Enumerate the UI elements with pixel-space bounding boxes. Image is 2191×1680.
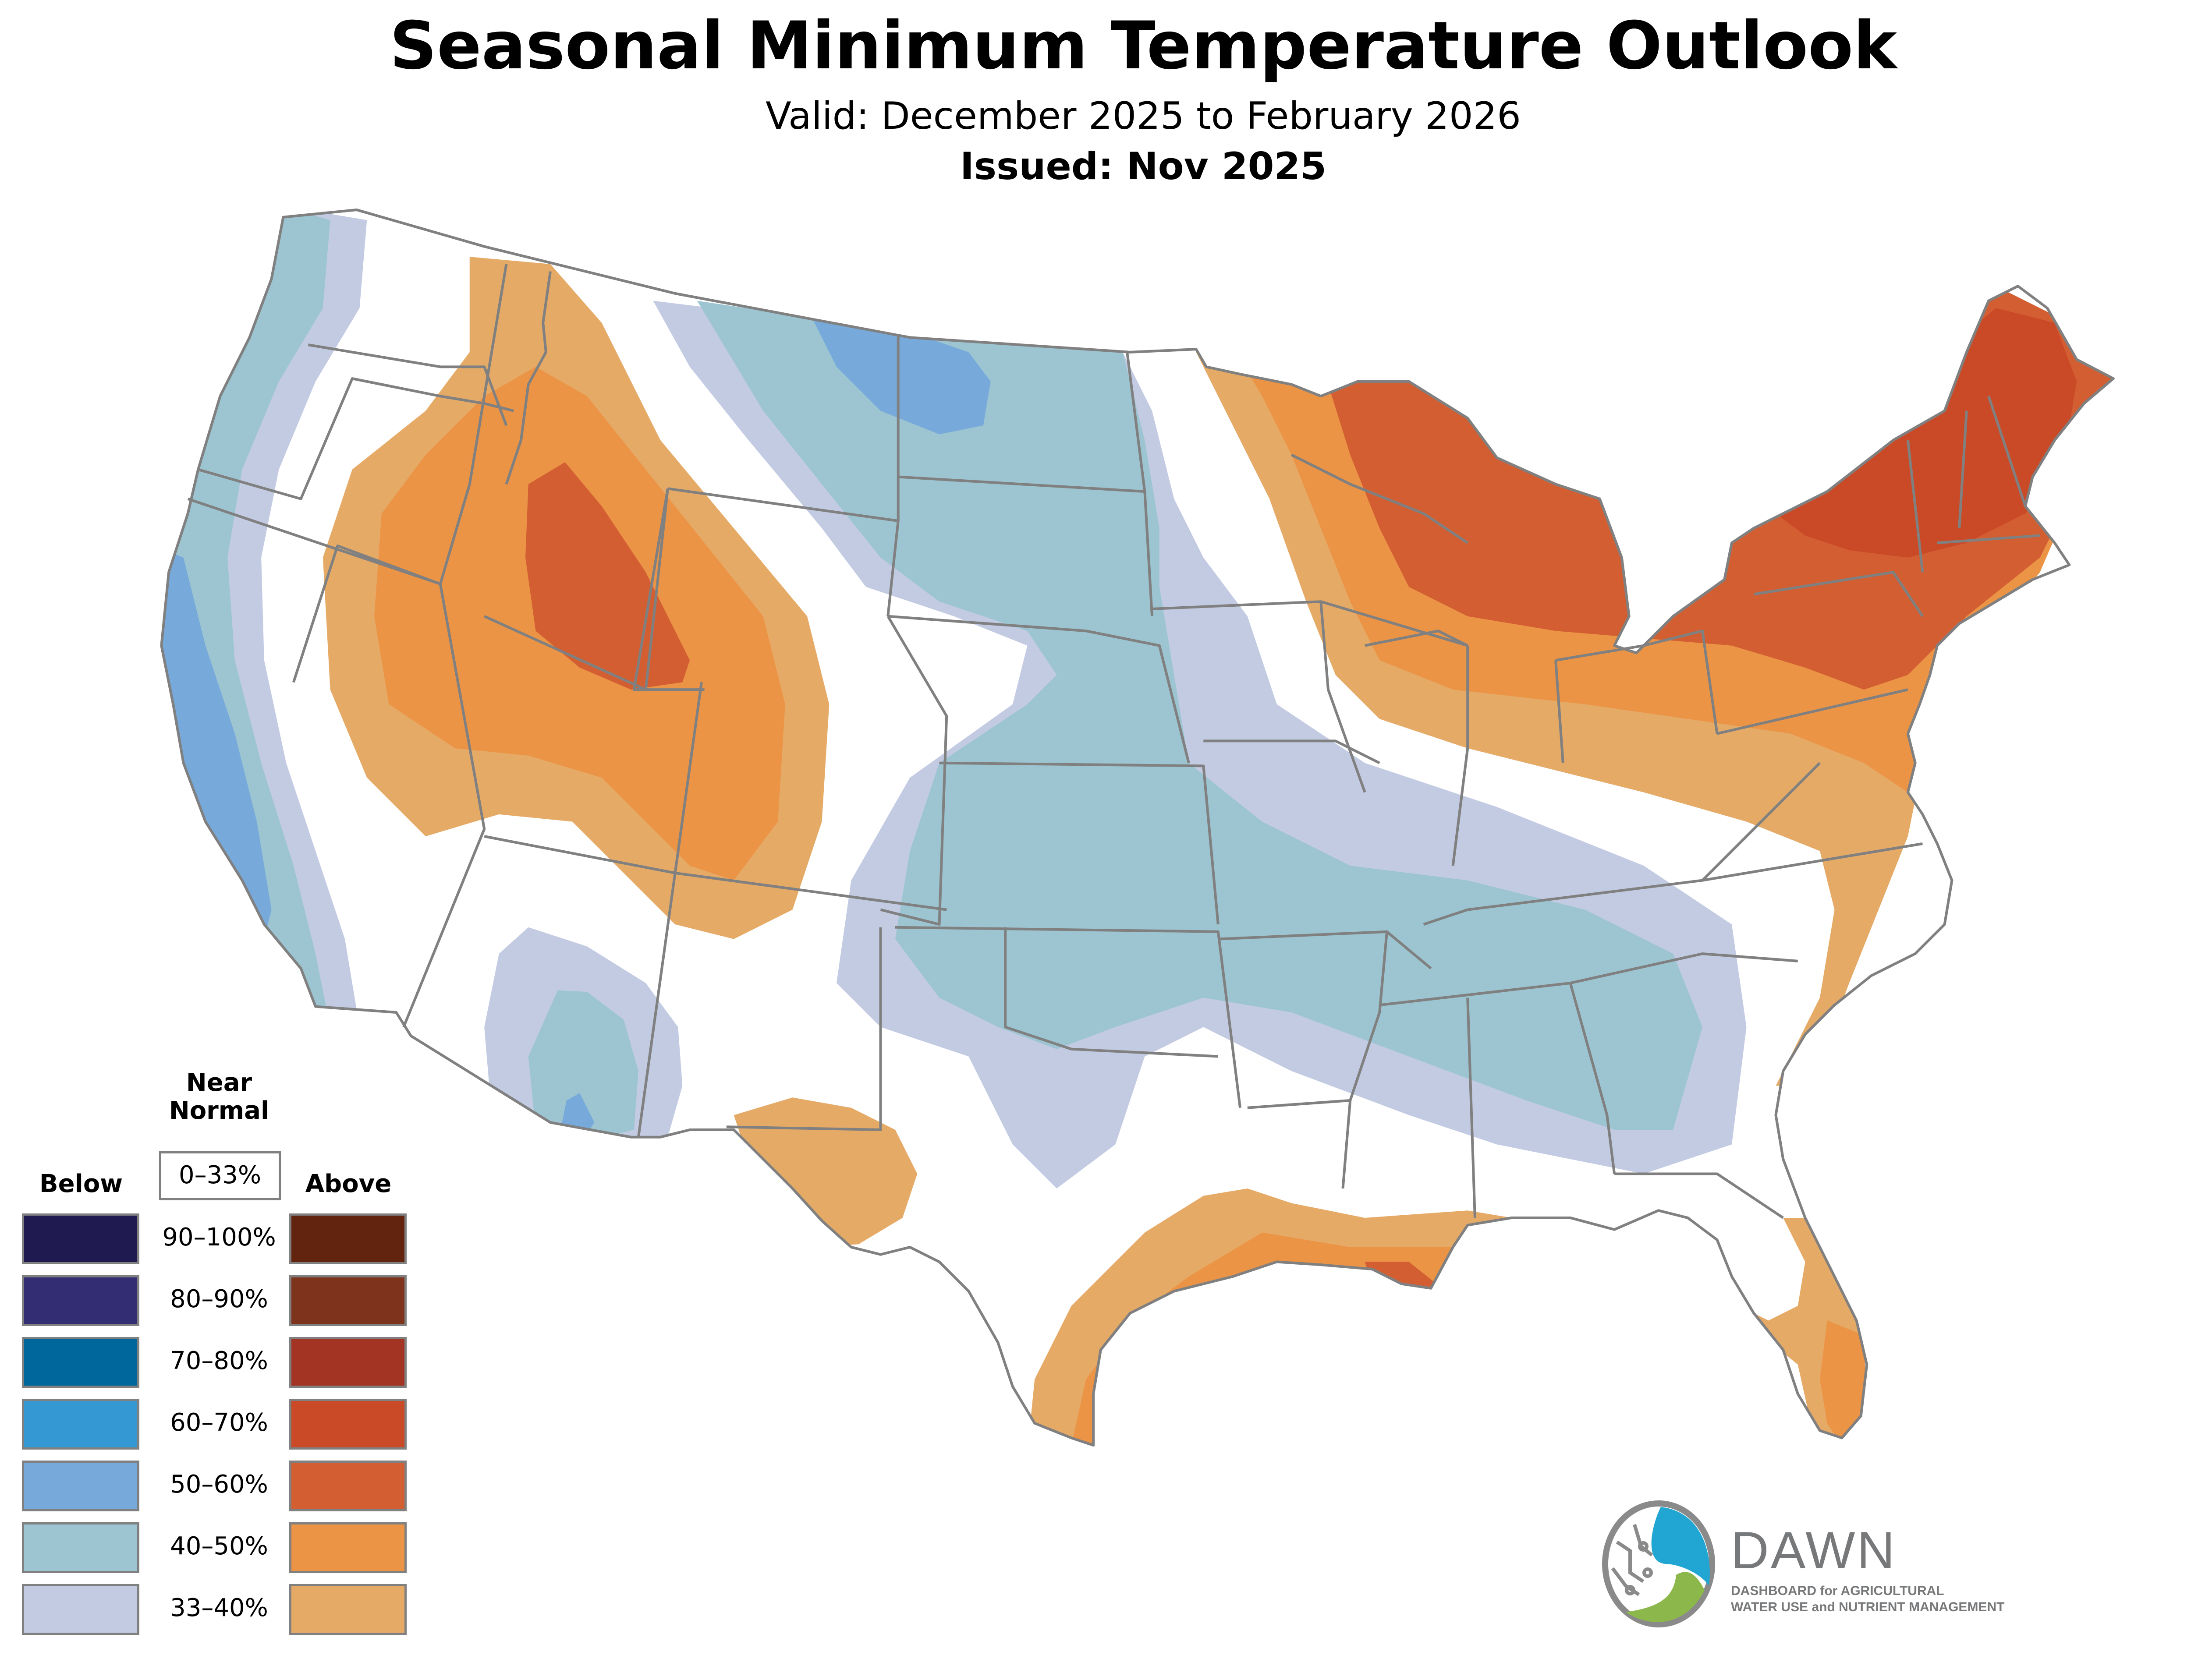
logo-tagline-line1: DASHBOARD for AGRICULTURAL bbox=[1731, 1584, 1944, 1598]
legend-swatch-above bbox=[289, 1213, 407, 1264]
legend-range-label: 90–100% bbox=[162, 1223, 276, 1252]
border-ny-pa bbox=[1753, 571, 1924, 617]
valid-period: Valid: December 2025 to February 2026 bbox=[766, 94, 1521, 138]
border-wi-mi bbox=[1290, 453, 1468, 544]
border-pa-md bbox=[1716, 688, 1908, 735]
legend-swatch-below bbox=[22, 1337, 139, 1388]
legend-swatch-above bbox=[289, 1275, 407, 1326]
border-ut-north bbox=[483, 488, 669, 691]
issued-date: Issued: Nov 2025 bbox=[960, 145, 1327, 188]
legend-range-label: 40–50% bbox=[170, 1532, 268, 1560]
region-above-60-70-ne bbox=[1776, 308, 2077, 558]
border-ks bbox=[939, 761, 1220, 925]
dawn-logo-icon bbox=[1602, 1500, 1715, 1627]
border-wa-or bbox=[308, 343, 508, 426]
border-tn-north bbox=[1423, 842, 1923, 926]
border-nh-me bbox=[1987, 396, 2027, 507]
border-la bbox=[1247, 1099, 1351, 1109]
legend-swatch-above bbox=[289, 1584, 407, 1635]
border-vt-nh bbox=[1958, 410, 1968, 528]
border-fl-north bbox=[1614, 1172, 1784, 1219]
logo-tagline-line2: WATER USE and NUTRIENT MANAGEMENT bbox=[1731, 1600, 2005, 1614]
legend-near-normal-box: 0–33% bbox=[159, 1151, 281, 1200]
border-va-wv bbox=[1701, 762, 1821, 881]
legend-range-label: 33–40% bbox=[170, 1594, 268, 1622]
map-title: Seasonal Minimum Temperature Outlook bbox=[390, 8, 1897, 84]
legend-swatch-below bbox=[22, 1213, 139, 1264]
region-below-40-50-westcoast bbox=[161, 209, 330, 1027]
border-or bbox=[198, 377, 514, 500]
border-il-west bbox=[1319, 601, 1366, 793]
legend-swatch-above bbox=[289, 1337, 407, 1388]
legend-swatch-above bbox=[289, 1522, 407, 1573]
border-nm-az bbox=[637, 682, 703, 1138]
legend-range-label: 80–90% bbox=[170, 1285, 268, 1313]
border-vt-ny bbox=[1906, 440, 1924, 573]
region-below-40-50-az bbox=[528, 990, 638, 1142]
region-above-40-50-fl bbox=[1819, 1320, 1867, 1446]
border-ok bbox=[895, 926, 1242, 1108]
border-ga-al bbox=[1569, 983, 1616, 1174]
border-id-west bbox=[439, 264, 508, 584]
border-mo-ia bbox=[1203, 739, 1380, 764]
region-above-50-60-west bbox=[525, 462, 690, 690]
border-in bbox=[1451, 645, 1469, 866]
legend-below-heading: Below bbox=[39, 1170, 123, 1198]
region-above-33-40-gulf bbox=[1027, 1188, 1512, 1446]
border-nv-west bbox=[292, 544, 441, 683]
legend-swatch-above bbox=[289, 1399, 407, 1450]
border-tx-ok bbox=[1004, 927, 1218, 1058]
border-al-ms bbox=[1466, 997, 1476, 1218]
legend-range-label: 70–80% bbox=[170, 1347, 268, 1375]
legend-swatch-below bbox=[22, 1584, 139, 1635]
border-ms-west bbox=[1341, 931, 1388, 1189]
border-oh-in bbox=[1554, 660, 1564, 763]
border-oh-pa bbox=[1555, 630, 1719, 734]
state-borders bbox=[161, 210, 2113, 1445]
legend-normal-label: Normal bbox=[169, 1096, 269, 1125]
border-ma bbox=[1937, 534, 2040, 545]
border-tx-nm bbox=[726, 927, 882, 1132]
legend-near-normal-heading: Near Normal bbox=[149, 1069, 289, 1125]
border-ne bbox=[888, 615, 1190, 764]
legend-swatch-above bbox=[289, 1461, 407, 1511]
region-above-33-40-wtx bbox=[734, 1097, 918, 1247]
border-mn-west bbox=[1126, 352, 1146, 492]
border-wy-west bbox=[632, 488, 705, 691]
dawn-logo: DAWN DASHBOARD for AGRICULTURAL WATER US… bbox=[1599, 1494, 2060, 1634]
border-nv-ca bbox=[187, 497, 486, 1028]
border-id-mt bbox=[505, 271, 552, 485]
legend-swatch-below bbox=[22, 1522, 139, 1573]
legend-swatch-below bbox=[22, 1461, 139, 1511]
logo-name: DAWN bbox=[1731, 1521, 1897, 1580]
border-wi-il bbox=[1365, 630, 1468, 647]
region-below-40-50-central bbox=[697, 301, 1703, 1130]
legend-range-label: 60–70% bbox=[170, 1408, 268, 1437]
border-co-east bbox=[880, 615, 948, 926]
legend-range-label: 50–60% bbox=[170, 1470, 268, 1499]
legend-swatch-below bbox=[22, 1275, 139, 1326]
legend-swatch-below bbox=[22, 1399, 139, 1450]
legend-near-label: Near bbox=[186, 1068, 252, 1097]
legend-above-heading: Above bbox=[305, 1170, 392, 1198]
border-tn-south bbox=[1379, 952, 1798, 1007]
probability-shading bbox=[161, 209, 2113, 1446]
